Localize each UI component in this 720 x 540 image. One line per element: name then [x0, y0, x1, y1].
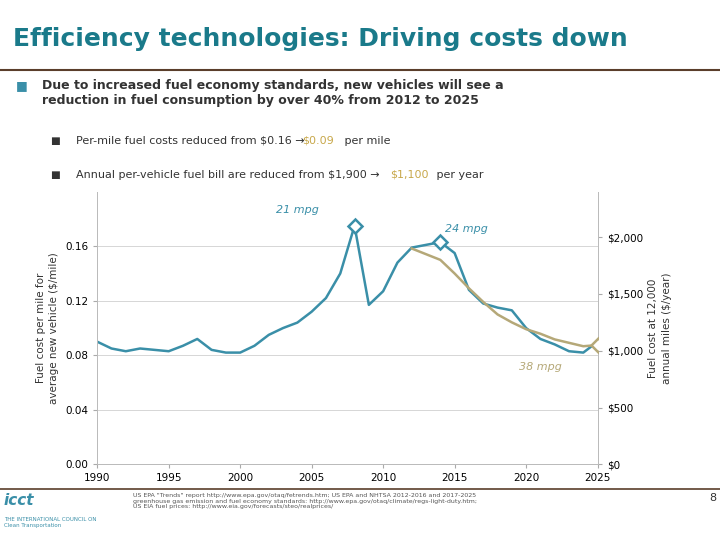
Y-axis label: Fuel cost at 12,000
annual miles ($/year): Fuel cost at 12,000 annual miles ($/year…	[649, 272, 672, 384]
Text: per year: per year	[433, 170, 484, 180]
Text: 24 mpg: 24 mpg	[445, 224, 487, 234]
Text: THE INTERNATIONAL COUNCIL ON
Clean Transportation: THE INTERNATIONAL COUNCIL ON Clean Trans…	[4, 517, 96, 528]
Text: per mile: per mile	[341, 136, 390, 146]
Text: Efficiency technologies: Driving costs down: Efficiency technologies: Driving costs d…	[13, 26, 628, 51]
Text: ■: ■	[50, 170, 60, 180]
Text: Per-mile fuel costs reduced from $0.16 →: Per-mile fuel costs reduced from $0.16 →	[76, 136, 307, 146]
Y-axis label: Fuel cost per mile for
average new vehicle ($/mile): Fuel cost per mile for average new vehic…	[36, 252, 60, 404]
Text: US EPA "Trends" report http://www.epa.gov/otaq/fetrends.htm; US EPA and NHTSA 20: US EPA "Trends" report http://www.epa.go…	[133, 493, 477, 509]
Text: 38 mpg: 38 mpg	[519, 362, 562, 372]
Text: $0.09: $0.09	[302, 136, 334, 146]
Text: $1,100: $1,100	[390, 170, 428, 180]
Text: icct: icct	[4, 493, 34, 508]
Text: ■: ■	[50, 136, 60, 146]
Text: Due to increased fuel economy standards, new vehicles will see a
reduction in fu: Due to increased fuel economy standards,…	[42, 79, 503, 107]
Text: 21 mpg: 21 mpg	[276, 205, 319, 215]
Text: ■: ■	[16, 79, 27, 92]
Text: Annual per-vehicle fuel bill are reduced from $1,900 →: Annual per-vehicle fuel bill are reduced…	[76, 170, 383, 180]
Text: 8: 8	[709, 493, 716, 503]
